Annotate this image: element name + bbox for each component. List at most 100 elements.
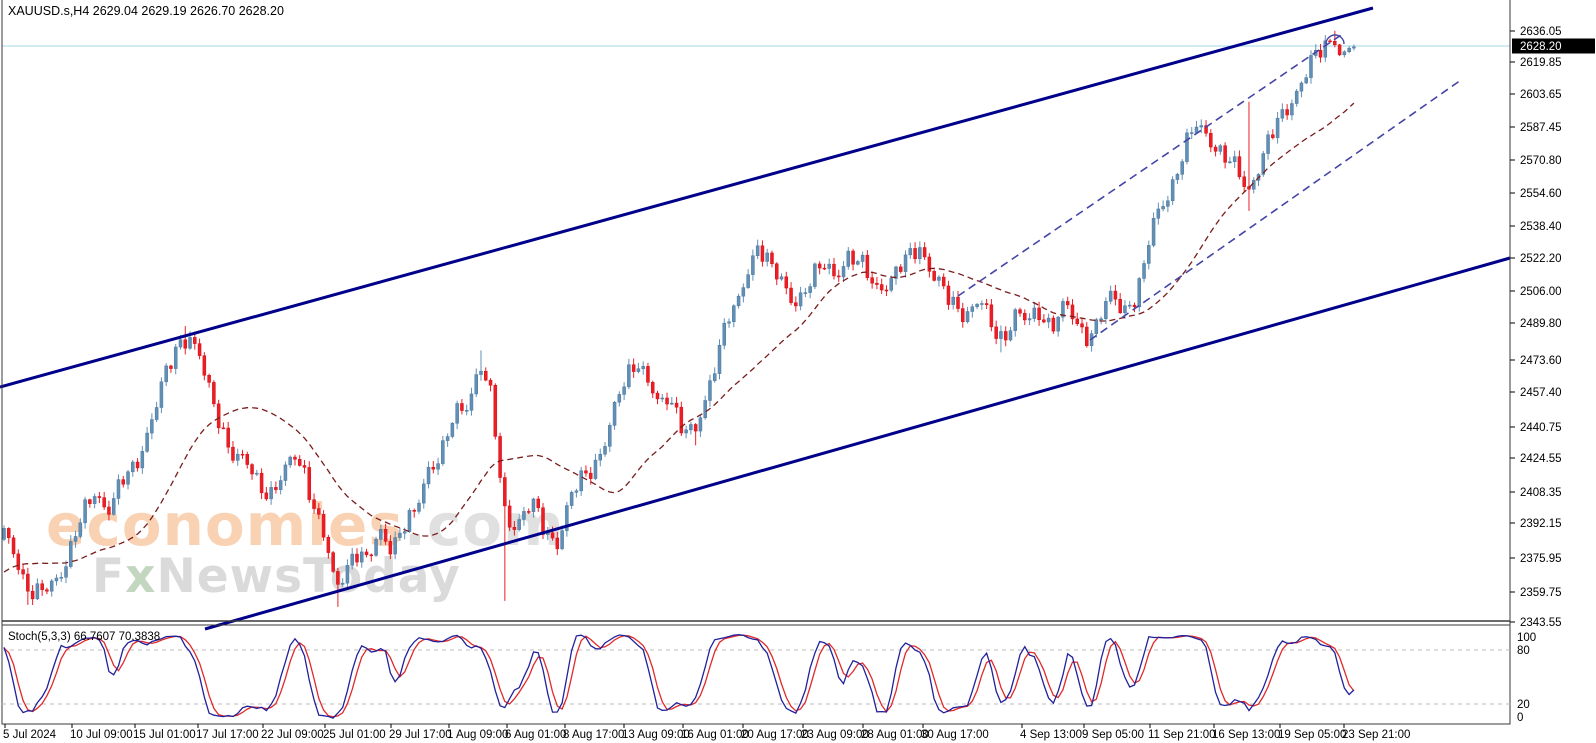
candle-body (255, 472, 259, 475)
candle-body (479, 370, 483, 375)
trend-annotations[interactable] (0, 6, 1511, 631)
candle-body (383, 529, 388, 542)
candle-body (493, 384, 498, 437)
candle-body (307, 467, 312, 500)
candle-body (1261, 153, 1266, 175)
candle-body (507, 505, 512, 528)
candle-body (49, 580, 54, 592)
price-tick-label: 2603.65 (1520, 89, 1562, 101)
candle-body (388, 541, 393, 555)
candle-body (503, 477, 507, 507)
candle-body (579, 470, 583, 492)
candle-body (369, 554, 374, 557)
price-tick-label: 2440.75 (1520, 422, 1562, 434)
candle-body (698, 417, 703, 432)
candle-body (593, 459, 598, 479)
price-tick-label: 2587.45 (1520, 122, 1562, 134)
candle-body (1147, 245, 1151, 264)
time-axis[interactable]: 5 Jul 2024 10 Jul 09:00 15 Jul 01:00 17 Jul… (3, 724, 1410, 741)
candle-body (922, 247, 927, 258)
candle-body (1275, 117, 1280, 138)
candle-body (455, 403, 459, 424)
candle-body (374, 539, 378, 556)
candle-body (555, 537, 560, 550)
candle-body (641, 366, 645, 369)
time-tick-label: 13 Aug 09:00 (622, 729, 690, 741)
wedge-dashed-lower[interactable] (1089, 79, 1462, 341)
candle-body (903, 254, 908, 272)
candle-body (1290, 103, 1294, 116)
time-tick-label: 16 Aug 01:00 (681, 729, 749, 741)
candle-body (708, 380, 712, 401)
candle-body (317, 508, 321, 515)
candle-body (746, 274, 750, 288)
time-tick-label: 8 Aug 17:00 (563, 729, 624, 741)
candle-body (999, 331, 1003, 339)
candle-body (83, 499, 87, 524)
candle-body (59, 577, 63, 579)
candle-body (627, 364, 631, 388)
candle-body (784, 276, 789, 289)
watermark-f: F (92, 549, 125, 604)
candle-body (674, 402, 679, 408)
candle-body (608, 425, 612, 447)
candle-body (293, 456, 297, 460)
candle-body (899, 266, 903, 272)
candle-body (379, 529, 383, 540)
candle-body (1251, 180, 1256, 190)
candle-body (431, 467, 436, 470)
wedge-dashed-upper[interactable] (957, 32, 1345, 297)
price-tick-label: 2408.35 (1520, 487, 1562, 499)
candle-body (1065, 301, 1070, 306)
price-tick-label: 2522.20 (1520, 253, 1562, 265)
time-tick-label: 25 Jul 01:00 (323, 729, 386, 741)
candle-body (655, 392, 660, 400)
candle-body (770, 252, 774, 265)
candle-body (183, 339, 188, 349)
candle-body (1180, 161, 1184, 175)
candle-body (1304, 77, 1308, 84)
candle-body (73, 536, 78, 542)
candle-body (135, 461, 140, 469)
candle-body (808, 286, 812, 293)
candle-body (970, 306, 975, 312)
candle-body (889, 278, 893, 291)
candle-body (622, 386, 626, 395)
indicator-label: Stoch(5,3,3) 66.7607 70.3838 (8, 631, 160, 643)
candle-body (1213, 146, 1218, 152)
candle-body (1156, 208, 1161, 219)
candle-body (312, 499, 316, 509)
candle-body (803, 292, 808, 294)
candle-body (402, 531, 407, 534)
candle-body (445, 436, 450, 441)
candle-body (736, 295, 741, 307)
apex-arc-annotation[interactable] (1325, 34, 1345, 45)
candle-body (584, 470, 588, 474)
price-tick-label: 2375.95 (1520, 553, 1562, 565)
stoch-level-label: 0 (1517, 712, 1523, 724)
candle-body (1209, 132, 1213, 148)
candle-body (684, 429, 688, 434)
candle-body (794, 302, 798, 307)
candle-body (984, 303, 989, 306)
candle-body (21, 569, 25, 575)
candle-body (512, 526, 517, 530)
candles-layer[interactable] (2, 30, 1356, 607)
channel-line-upper[interactable] (0, 6, 1374, 389)
candle-body (603, 446, 607, 455)
price-axis[interactable]: 2636.05 2619.85 2603.65 2587.45 2570.80 2554.… (1510, 26, 1595, 629)
channel-line-lower[interactable] (204, 256, 1511, 631)
time-tick-label: 9 Sep 05:00 (1082, 729, 1144, 741)
candle-body (1046, 317, 1051, 323)
candle-body (54, 577, 59, 582)
candle-body (798, 292, 803, 307)
candle-body (1223, 145, 1227, 163)
candle-body (1023, 312, 1027, 321)
candle-body (813, 263, 817, 287)
candle-body (774, 263, 779, 280)
price-tick-label: 2489.80 (1520, 318, 1562, 330)
candle-body (1127, 304, 1132, 307)
candle-body (727, 321, 731, 324)
